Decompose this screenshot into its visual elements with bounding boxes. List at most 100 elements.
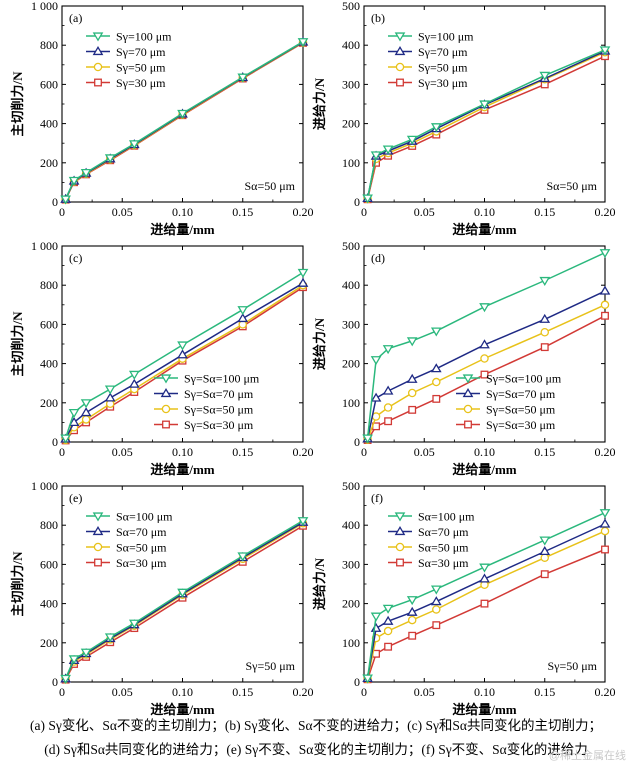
y-tick-label: 500 bbox=[342, 0, 360, 13]
y-tick-label: 800 bbox=[40, 518, 58, 532]
legend-marker bbox=[92, 32, 104, 42]
data-point bbox=[430, 123, 442, 133]
x-tick-label: 0.20 bbox=[595, 205, 616, 219]
data-point bbox=[600, 300, 610, 310]
data-point bbox=[297, 38, 309, 48]
data-point bbox=[600, 526, 610, 536]
data-point bbox=[480, 370, 489, 379]
y-axis-title: 进给力/N bbox=[312, 557, 327, 610]
data-point bbox=[362, 434, 373, 444]
legend-entry: Sγ=Sα=70 μm bbox=[184, 387, 254, 401]
y-tick-label: 400 bbox=[40, 117, 58, 131]
panel-note: Sγ=50 μm bbox=[547, 659, 597, 673]
series-s50 bbox=[363, 526, 610, 684]
data-point bbox=[480, 354, 489, 363]
legend-entry: Sγ=Sα=70 μm bbox=[486, 387, 556, 401]
data-point bbox=[80, 648, 92, 658]
data-point bbox=[599, 518, 611, 528]
data-point bbox=[382, 145, 394, 155]
data-point bbox=[370, 356, 382, 366]
data-point bbox=[539, 71, 551, 81]
series-s50 bbox=[363, 300, 610, 444]
legend-marker bbox=[162, 420, 170, 429]
legend-marker bbox=[160, 374, 172, 384]
legend-marker bbox=[92, 526, 104, 536]
data-point bbox=[297, 277, 309, 287]
legend-entry: Sγ=Sα=100 μm bbox=[486, 372, 562, 386]
panel-note: Sα=50 μm bbox=[547, 179, 598, 193]
y-tick-label: 600 bbox=[40, 317, 58, 331]
x-tick-label: 0.20 bbox=[293, 445, 314, 459]
data-point bbox=[480, 599, 489, 608]
figure-caption-line-2: (d) Sγ和Sα共同变化的进给力；(e) Sγ不变、Sα变化的主切削力；(f)… bbox=[44, 742, 588, 757]
y-tick-label: 800 bbox=[40, 278, 58, 292]
y-tick-label: 1 000 bbox=[31, 239, 58, 253]
legend-marker bbox=[92, 512, 104, 522]
x-tick-label: 0.15 bbox=[534, 205, 555, 219]
x-tick-label: 0.15 bbox=[232, 445, 253, 459]
data-point bbox=[370, 392, 382, 402]
x-tick-label: 0.20 bbox=[293, 205, 314, 219]
x-tick-label: 0.10 bbox=[474, 445, 495, 459]
x-axis-title: 进给量/mm bbox=[150, 222, 214, 237]
y-tick-label: 0 bbox=[354, 435, 360, 449]
y-tick-label: 1 000 bbox=[31, 0, 58, 13]
data-point bbox=[599, 509, 611, 519]
data-point bbox=[177, 588, 188, 598]
x-tick-label: 0.20 bbox=[293, 685, 314, 699]
x-tick-label: 0 bbox=[59, 205, 65, 219]
data-point bbox=[432, 394, 441, 403]
legend-marker bbox=[464, 420, 472, 429]
data-point bbox=[430, 585, 442, 595]
y-tick-label: 500 bbox=[342, 479, 360, 493]
y-tick-label: 600 bbox=[40, 557, 58, 571]
y-tick-label: 400 bbox=[342, 38, 360, 52]
data-point bbox=[382, 385, 394, 395]
data-point bbox=[370, 151, 382, 161]
legend-entry: Sγ=30 μm bbox=[116, 76, 166, 90]
data-point bbox=[237, 313, 249, 323]
y-tick-label: 400 bbox=[342, 278, 360, 292]
y-tick-label: 600 bbox=[40, 77, 58, 91]
series-s30 bbox=[363, 545, 609, 684]
x-tick-label: 0.10 bbox=[474, 685, 495, 699]
data-point bbox=[370, 622, 382, 632]
legend-marker bbox=[94, 558, 102, 567]
data-point bbox=[479, 573, 490, 583]
data-point bbox=[60, 674, 71, 684]
legend-entry: Sγ=100 μm bbox=[116, 30, 172, 44]
y-axis-title: 进给力/N bbox=[312, 77, 327, 130]
legend-marker bbox=[394, 46, 406, 56]
data-point bbox=[539, 313, 551, 323]
x-tick-label: 0 bbox=[59, 685, 65, 699]
data-point bbox=[432, 605, 441, 614]
legend-entry: Sα=50 μm bbox=[116, 541, 167, 555]
y-tick-label: 300 bbox=[342, 77, 360, 91]
data-point bbox=[479, 303, 490, 313]
legend-entry: Sγ=Sα=100 μm bbox=[184, 372, 260, 386]
data-point bbox=[177, 109, 188, 119]
figure-caption-line-1: (a) Sγ变化、Sα不变的主切削力；(b) Sγ变化、Sα不变的进给力；(c)… bbox=[30, 718, 602, 733]
data-point bbox=[408, 631, 417, 640]
data-point bbox=[68, 655, 80, 665]
watermark: @稀土金属在线 bbox=[548, 750, 626, 762]
legend-entry: Sγ=100 μm bbox=[418, 30, 474, 44]
data-point bbox=[540, 570, 549, 579]
data-point bbox=[104, 385, 116, 395]
legend-entry: Sγ=70 μm bbox=[418, 45, 468, 59]
data-point bbox=[432, 377, 441, 387]
data-point bbox=[382, 615, 394, 625]
data-point bbox=[601, 311, 609, 320]
data-point bbox=[297, 517, 309, 527]
series-s100 bbox=[60, 268, 309, 444]
panel-label: (b) bbox=[371, 11, 385, 25]
chart-panel-f: 0 100 200 300 400 500 0 0.05 0.10 0.15 0.20 进给量/mm 进… bbox=[312, 479, 616, 717]
x-tick-label: 0.05 bbox=[414, 445, 435, 459]
data-point bbox=[104, 633, 116, 643]
y-tick-label: 100 bbox=[342, 636, 360, 650]
data-point bbox=[406, 337, 418, 347]
data-point bbox=[60, 195, 71, 205]
legend-entry: Sα=100 μm bbox=[116, 510, 173, 524]
